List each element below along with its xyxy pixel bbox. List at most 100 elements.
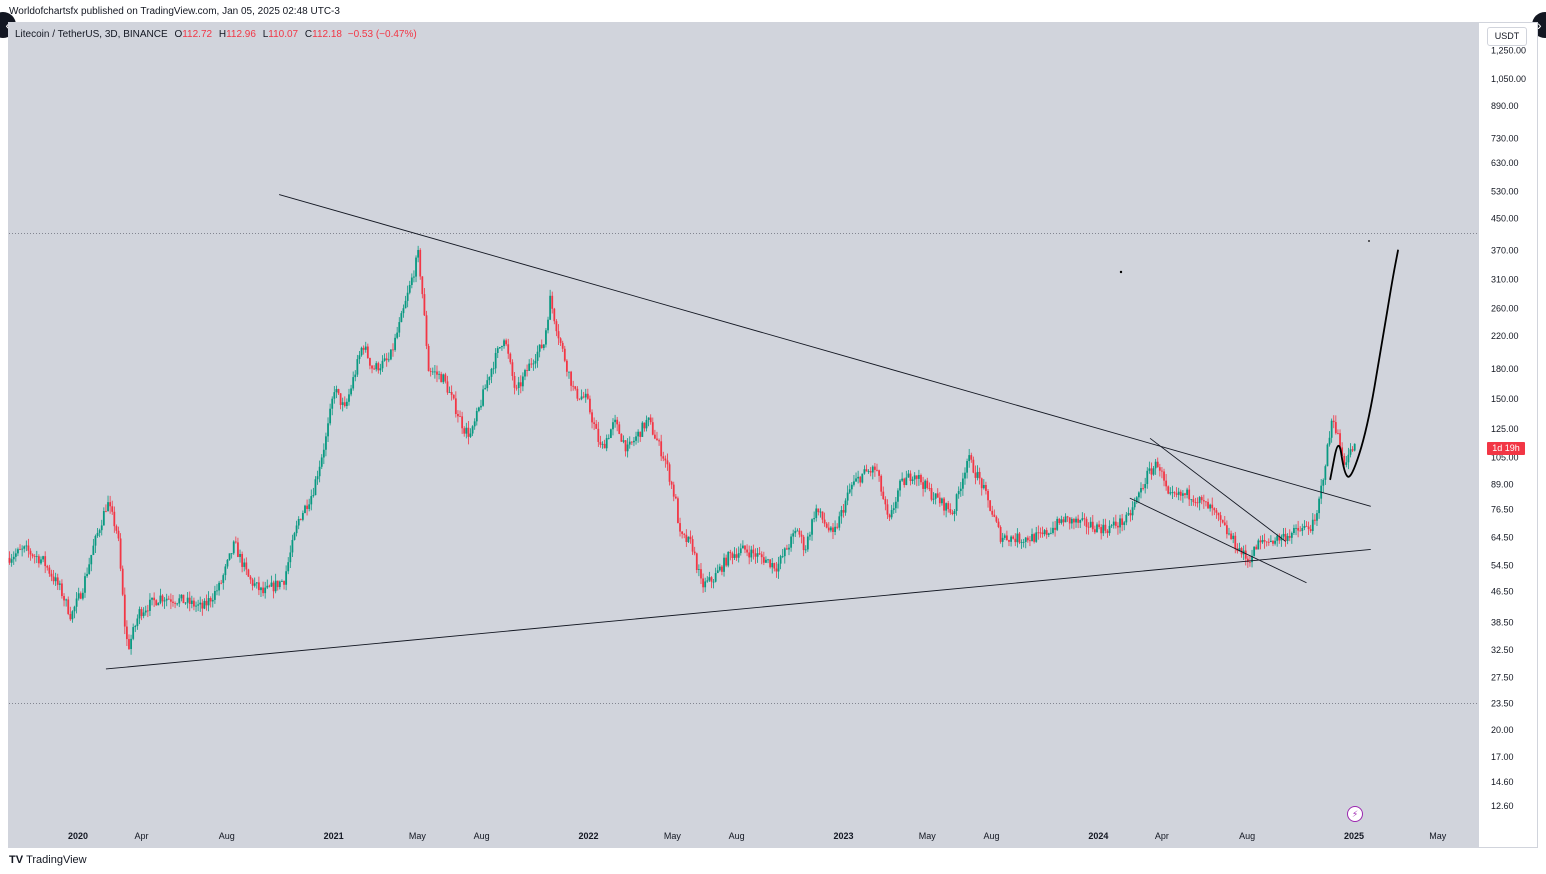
candle — [794, 527, 797, 538]
candle — [607, 434, 610, 440]
candle — [410, 273, 413, 289]
y-tick-label: 32.50 — [1491, 645, 1514, 655]
candle — [1198, 495, 1201, 511]
candle — [561, 340, 564, 353]
candle — [484, 384, 487, 390]
candle — [880, 474, 883, 496]
candle — [1029, 535, 1031, 547]
candle — [1098, 520, 1100, 530]
candle — [1129, 509, 1132, 522]
candle — [982, 479, 985, 490]
candle — [228, 553, 231, 561]
candle — [1311, 513, 1314, 535]
candle — [176, 602, 179, 606]
candle — [725, 554, 728, 568]
candle — [605, 434, 608, 452]
plot-area — [9, 23, 1479, 845]
candle — [731, 551, 734, 565]
price-axis — [1479, 23, 1537, 845]
candle — [1052, 521, 1054, 535]
candle — [1100, 524, 1103, 540]
candle — [783, 547, 786, 564]
candle — [454, 391, 457, 418]
candle — [316, 470, 319, 485]
candle — [1209, 503, 1212, 512]
candle — [1194, 497, 1197, 507]
candle — [792, 529, 795, 544]
candle — [1339, 429, 1341, 449]
candle — [446, 375, 449, 395]
candle — [1186, 487, 1188, 499]
candle — [211, 593, 214, 608]
candle — [947, 500, 950, 513]
candle — [580, 389, 583, 401]
candle — [381, 355, 384, 372]
candle — [482, 385, 484, 407]
candle — [352, 371, 355, 391]
candle — [1179, 489, 1182, 501]
time-axis — [9, 823, 1479, 847]
candle — [486, 374, 489, 392]
candle — [1018, 532, 1021, 545]
candle — [331, 396, 334, 416]
candle — [1131, 501, 1134, 521]
candle — [398, 317, 401, 337]
candle — [832, 523, 834, 540]
candle — [234, 536, 237, 544]
footer-brand[interactable]: TV TradingView — [9, 854, 87, 866]
candle — [335, 385, 338, 399]
candle — [1192, 495, 1195, 506]
candle — [934, 493, 937, 505]
candle — [972, 456, 975, 474]
support-trendline[interactable] — [105, 549, 1371, 670]
candle — [274, 573, 277, 594]
x-tick-label: Aug — [984, 831, 1000, 841]
candle — [1351, 446, 1354, 453]
candle — [857, 470, 860, 484]
resistance-trendline[interactable] — [279, 194, 1371, 507]
candle — [1219, 511, 1222, 528]
candle — [609, 428, 612, 439]
candle — [878, 469, 880, 482]
candle — [69, 606, 72, 621]
candle — [685, 529, 688, 547]
currency-selector[interactable]: USDT — [1487, 27, 1527, 46]
candle — [653, 429, 656, 440]
channel-lower-line[interactable] — [1129, 497, 1307, 584]
candle — [40, 556, 42, 565]
candle — [1305, 521, 1308, 527]
candle — [356, 354, 359, 377]
candle — [517, 376, 520, 396]
publisher-caption: Worldofchartsfx published on TradingView… — [9, 6, 340, 17]
candle — [111, 500, 114, 515]
candle — [1316, 509, 1318, 527]
candle — [505, 338, 508, 347]
x-tick-label: May — [919, 831, 937, 841]
candle — [788, 543, 790, 556]
flash-icon[interactable]: ⚡ — [1347, 806, 1363, 822]
candle — [741, 540, 744, 549]
candle — [515, 384, 518, 391]
candle — [438, 370, 440, 380]
candle — [1257, 538, 1260, 550]
candle — [785, 544, 788, 550]
y-tick-label: 105.00 — [1491, 452, 1519, 462]
change-value: −0.53 (−0.47%) — [347, 29, 417, 40]
y-tick-label: 450.00 — [1491, 213, 1519, 223]
candle — [513, 371, 516, 395]
candle — [1267, 538, 1270, 546]
candle — [241, 551, 244, 573]
candle — [563, 345, 566, 363]
candle — [255, 581, 258, 589]
candle — [251, 577, 254, 591]
candle — [662, 451, 665, 462]
candle — [641, 421, 644, 437]
channel-upper-line[interactable] — [1149, 437, 1286, 542]
candle — [551, 291, 554, 314]
projection-brush-path[interactable] — [1329, 249, 1399, 481]
symbol-name[interactable]: Litecoin / TetherUS, 3D, BINANCE — [15, 29, 168, 40]
candle — [448, 386, 451, 393]
candle — [216, 584, 218, 596]
candle — [415, 255, 417, 283]
